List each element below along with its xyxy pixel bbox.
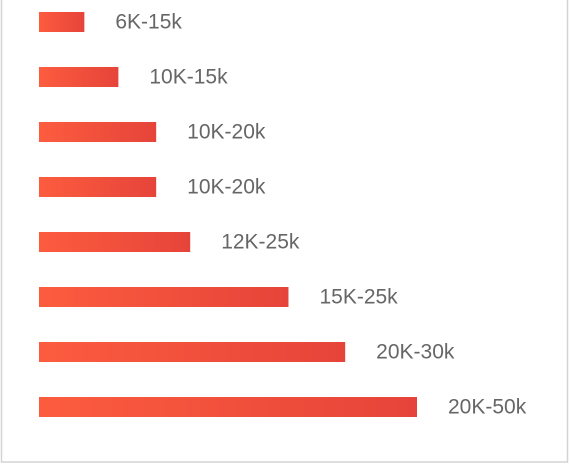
bar-label: 10K-20k — [187, 121, 266, 144]
bar — [39, 12, 85, 32]
bar-label: 12K-25k — [221, 231, 300, 254]
bar — [39, 232, 191, 252]
bar — [39, 397, 417, 417]
bar-label: 10K-20k — [187, 176, 266, 199]
bar — [39, 287, 289, 307]
bar — [39, 67, 119, 87]
bar-label: 20K-30k — [376, 341, 455, 364]
bar-label: 20K-50k — [448, 396, 527, 419]
bar-label: 15K-25k — [319, 286, 398, 309]
bar-label: 10K-15k — [149, 66, 228, 89]
bar — [39, 342, 346, 362]
bar — [39, 177, 157, 197]
bar — [39, 122, 157, 142]
bar-label: 6K-15k — [115, 11, 182, 34]
